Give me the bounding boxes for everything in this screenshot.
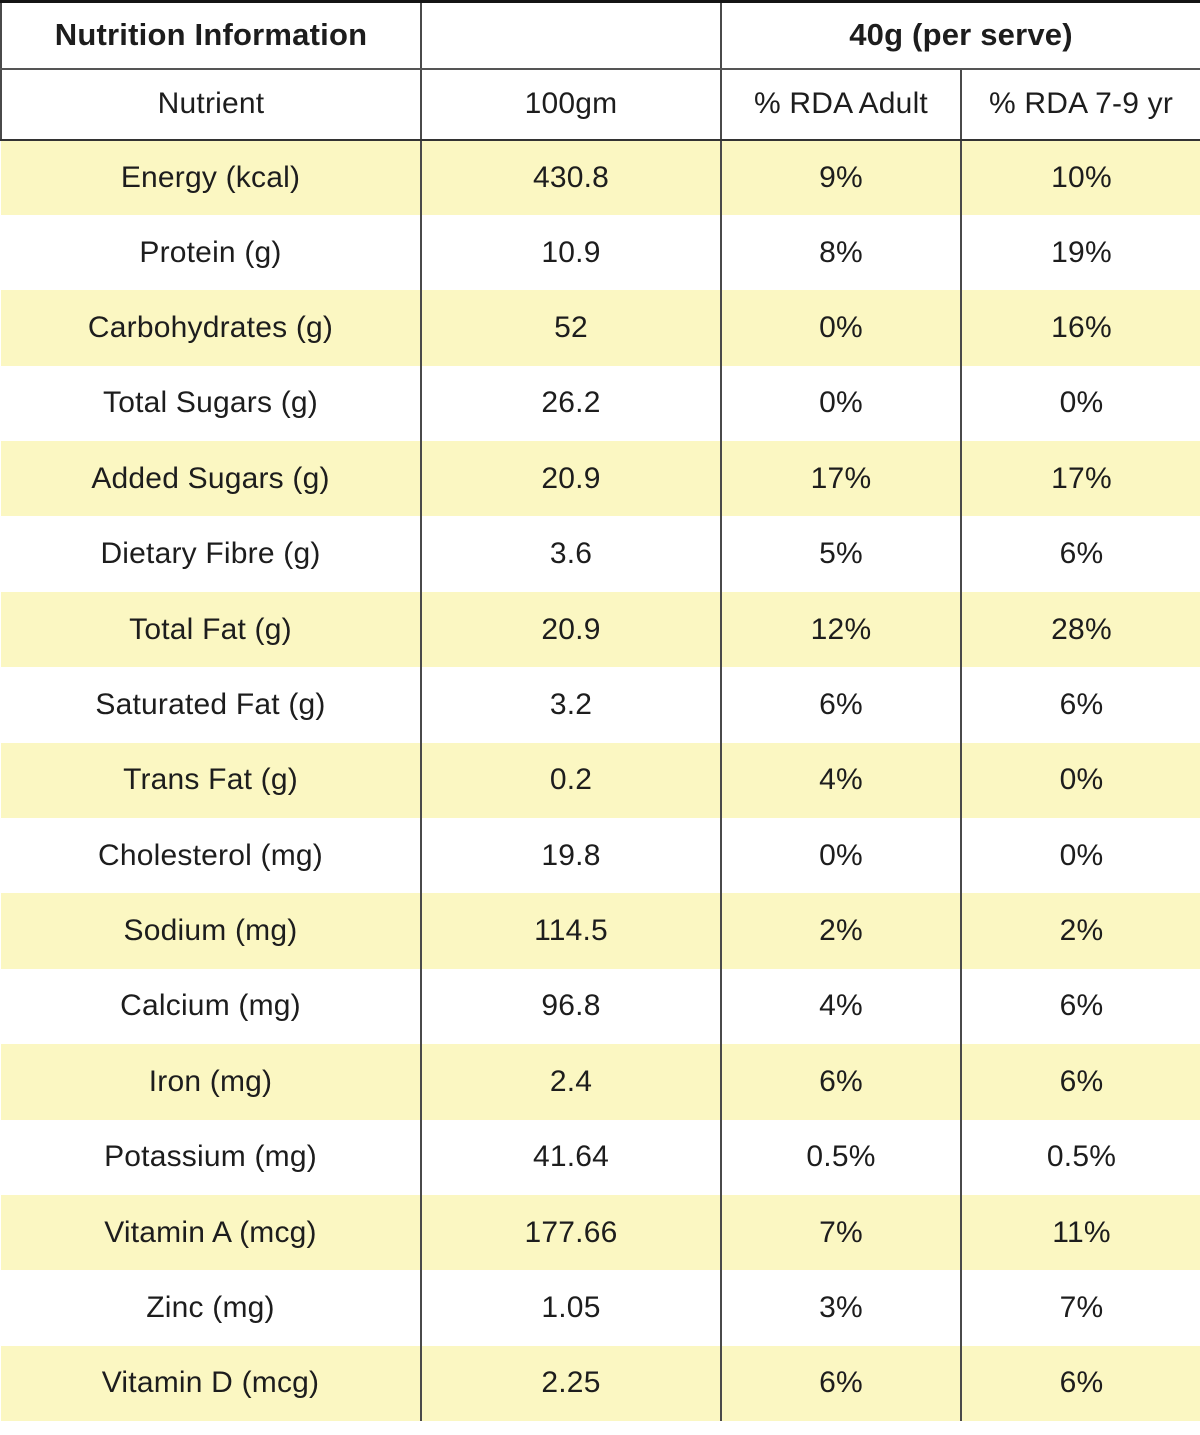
nutrient-name-cell: Vitamin A (mcg) xyxy=(1,1194,422,1271)
table-row: Cholesterol (mg) 19.8 0% 0% xyxy=(1,818,1200,894)
table-title: Nutrition Information xyxy=(0,0,422,70)
nutrition-table-body: Energy (kcal) 430.8 9% 10% Protein (g) 1… xyxy=(1,139,1200,1422)
rda-adult-value-cell: 2% xyxy=(721,893,962,969)
rda-adult-value-cell: 17% xyxy=(721,441,962,517)
column-header-nutrient: Nutrient xyxy=(0,68,422,141)
per-100g-value-cell: 3.6 xyxy=(421,516,722,592)
rda-adult-value-cell: 3% xyxy=(721,1270,962,1346)
rda-7-9yr-value-cell: 10% xyxy=(961,139,1200,215)
rda-adult-value-cell: 6% xyxy=(721,1345,962,1422)
per-100g-value-cell: 3.2 xyxy=(421,667,722,743)
nutrient-name-cell: Energy (kcal) xyxy=(1,139,422,215)
rda-7-9yr-value-cell: 6% xyxy=(961,1345,1200,1422)
nutrient-name-cell: Added Sugars (g) xyxy=(1,441,422,517)
table-row: Zinc (mg) 1.05 3% 7% xyxy=(1,1270,1200,1346)
per-100g-value-cell: 114.5 xyxy=(421,893,722,969)
rda-7-9yr-value-cell: 6% xyxy=(961,1044,1200,1120)
nutrient-name-cell: Iron (mg) xyxy=(1,1044,422,1120)
rda-adult-value-cell: 4% xyxy=(721,742,962,819)
per-100g-value-cell: 2.4 xyxy=(421,1044,722,1120)
nutrient-name-cell: Zinc (mg) xyxy=(1,1270,422,1346)
nutrient-name-cell: Trans Fat (g) xyxy=(1,742,422,819)
table-row: Trans Fat (g) 0.2 4% 0% xyxy=(1,742,1200,819)
per-100g-value-cell: 20.9 xyxy=(421,441,722,517)
table-row: Total Sugars (g) 26.2 0% 0% xyxy=(1,365,1200,442)
column-header-rda-adult: % RDA Adult xyxy=(721,68,962,141)
rda-7-9yr-value-cell: 0% xyxy=(1059,838,1104,872)
rda-7-9yr-value-cell: 6% xyxy=(1059,537,1104,571)
header-spacer-cell xyxy=(421,0,722,70)
table-row: Iron (mg) 2.4 6% 6% xyxy=(1,1044,1200,1120)
table-row: Added Sugars (g) 20.9 17% 17% xyxy=(1,441,1200,517)
rda-adult-value-cell: 12% xyxy=(721,591,962,668)
rda-adult-value-cell: 0% xyxy=(721,818,962,894)
rda-7-9yr-value-cell: 0% xyxy=(961,742,1200,819)
nutrient-name-cell: Dietary Fibre (g) xyxy=(1,516,422,592)
table-row: Vitamin D (mcg) 2.25 6% 6% xyxy=(1,1345,1200,1422)
per-100g-value-cell: 52 xyxy=(421,290,722,366)
rda-adult-value-cell: 0.5% xyxy=(721,1119,962,1195)
nutrient-name-cell: Sodium (mg) xyxy=(1,893,422,969)
column-header-row: Nutrient 100gm % RDA Adult % RDA 7-9 yr xyxy=(0,68,1200,141)
nutrient-name-cell: Protein (g) xyxy=(1,214,422,291)
rda-adult-value-cell: 5% xyxy=(721,516,962,592)
rda-adult-value-cell: 0% xyxy=(721,365,962,442)
per-100g-value-cell: 2.25 xyxy=(421,1345,722,1422)
nutrient-name-cell: Cholesterol (mg) xyxy=(1,818,422,894)
rda-adult-value-cell: 0% xyxy=(721,290,962,366)
rda-7-9yr-value-cell: 0.5% xyxy=(1046,1140,1117,1174)
table-header: Nutrition Information 40g (per serve) Nu… xyxy=(0,0,1200,141)
nutrient-name-cell: Calcium (mg) xyxy=(1,968,422,1045)
per-100g-value-cell: 96.8 xyxy=(421,968,722,1045)
rda-7-9yr-value-cell: 6% xyxy=(1059,989,1104,1023)
table-row: Dietary Fibre (g) 3.6 5% 6% xyxy=(1,516,1200,592)
table-row: Potassium (mg) 41.64 0.5% 0.5% xyxy=(1,1119,1200,1195)
table-row: Saturated Fat (g) 3.2 6% 6% xyxy=(1,667,1200,743)
rda-adult-value-cell: 4% xyxy=(721,968,962,1045)
rda-adult-value-cell: 6% xyxy=(721,1044,962,1120)
nutrient-name-cell: Total Fat (g) xyxy=(1,591,422,668)
column-header-rda-7-9yr: % RDA 7-9 yr xyxy=(961,68,1200,141)
nutrient-name-cell: Carbohydrates (g) xyxy=(1,290,422,366)
per-100g-value-cell: 26.2 xyxy=(421,365,722,442)
header-title-row: Nutrition Information 40g (per serve) xyxy=(0,0,1200,70)
rda-7-9yr-value-cell: 2% xyxy=(961,893,1200,969)
rda-7-9yr-value-cell: 17% xyxy=(961,441,1200,517)
rda-7-9yr-value-cell: 28% xyxy=(961,591,1200,668)
table-row: Total Fat (g) 20.9 12% 28% xyxy=(1,591,1200,668)
table-row: Protein (g) 10.9 8% 19% xyxy=(1,214,1200,291)
table-row: Sodium (mg) 114.5 2% 2% xyxy=(1,893,1200,969)
per-100g-value-cell: 19.8 xyxy=(421,818,722,894)
rda-adult-value-cell: 8% xyxy=(721,214,962,291)
nutrient-name-cell: Saturated Fat (g) xyxy=(1,667,422,743)
per-100g-value-cell: 20.9 xyxy=(421,591,722,668)
per-100g-value-cell: 41.64 xyxy=(421,1119,722,1195)
rda-7-9yr-value-cell: 7% xyxy=(1059,1291,1104,1325)
table-row: Carbohydrates (g) 52 0% 16% xyxy=(1,290,1200,366)
nutrient-name-cell: Potassium (mg) xyxy=(1,1119,422,1195)
column-header-per-100g: 100gm xyxy=(421,68,722,141)
per-100g-value-cell: 0.2 xyxy=(421,742,722,819)
rda-adult-value-cell: 7% xyxy=(721,1194,962,1271)
per-100g-value-cell: 430.8 xyxy=(421,139,722,215)
per-100g-value-cell: 10.9 xyxy=(421,214,722,291)
table-row: Energy (kcal) 430.8 9% 10% xyxy=(1,139,1200,215)
rda-7-9yr-value-cell: 6% xyxy=(1059,687,1104,721)
table-row: Calcium (mg) 96.8 4% 6% xyxy=(1,968,1200,1045)
nutrient-name-cell: Total Sugars (g) xyxy=(1,365,422,442)
rda-adult-value-cell: 9% xyxy=(721,139,962,215)
rda-7-9yr-value-cell: 0% xyxy=(1059,386,1104,420)
per-100g-value-cell: 1.05 xyxy=(421,1270,722,1346)
per-100g-value-cell: 177.66 xyxy=(421,1194,722,1271)
nutrient-name-cell: Vitamin D (mcg) xyxy=(1,1345,422,1422)
rda-7-9yr-value-cell: 11% xyxy=(961,1194,1200,1271)
rda-7-9yr-value-cell: 19% xyxy=(1051,235,1112,269)
rda-7-9yr-value-cell: 16% xyxy=(961,290,1200,366)
rda-adult-value-cell: 6% xyxy=(721,667,962,743)
table-row: Vitamin A (mcg) 177.66 7% 11% xyxy=(1,1194,1200,1271)
serving-size-header: 40g (per serve) xyxy=(721,0,1200,70)
